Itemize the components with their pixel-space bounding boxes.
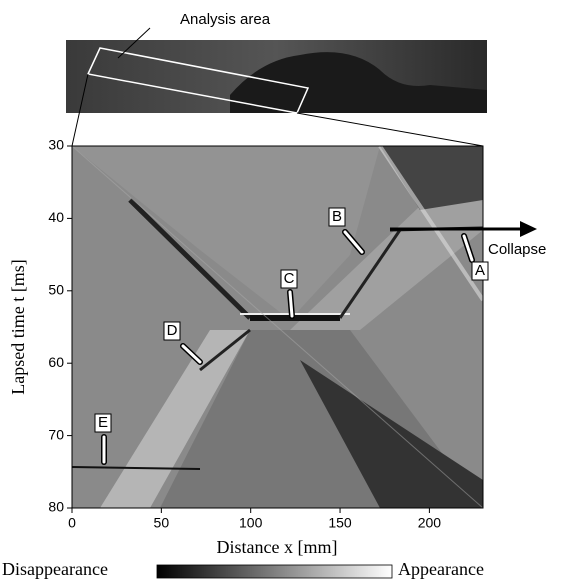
x-tick-label: 200 (418, 515, 442, 531)
x-tick-label: 0 (68, 515, 76, 531)
x-tick-label: 100 (239, 515, 263, 531)
figure: Disappearance Appearance Distance x [mm]… (0, 0, 561, 581)
y-tick-label: 70 (48, 426, 64, 442)
colorbar (157, 565, 392, 578)
annotation: D (167, 322, 178, 339)
y-tick-label: 60 (48, 354, 64, 370)
y-tick-label: 50 (48, 282, 64, 298)
x-tick-label: 50 (154, 515, 170, 531)
annotation: E (98, 414, 108, 431)
annotation: A (475, 262, 485, 279)
x-axis-label: Distance x [mm] (217, 537, 338, 557)
annotation: B (332, 208, 342, 225)
x-tick-label: 150 (328, 515, 352, 531)
y-tick-label: 40 (48, 209, 64, 225)
collapse-arrowhead (520, 221, 537, 237)
connector (297, 113, 483, 146)
colorbar-label: Disappearance (2, 559, 108, 579)
colorbar-label: Appearance (398, 559, 484, 579)
space-time-image (72, 146, 483, 508)
annotation: C (284, 270, 295, 287)
y-tick-label: 30 (48, 137, 64, 153)
annotation: Collapse (488, 241, 546, 258)
y-axis-label: Lapsed time t [ms] (8, 259, 28, 394)
annotation-arrow (290, 292, 292, 316)
annotation: Analysis area (180, 11, 271, 28)
y-tick-label: 80 (48, 499, 64, 515)
